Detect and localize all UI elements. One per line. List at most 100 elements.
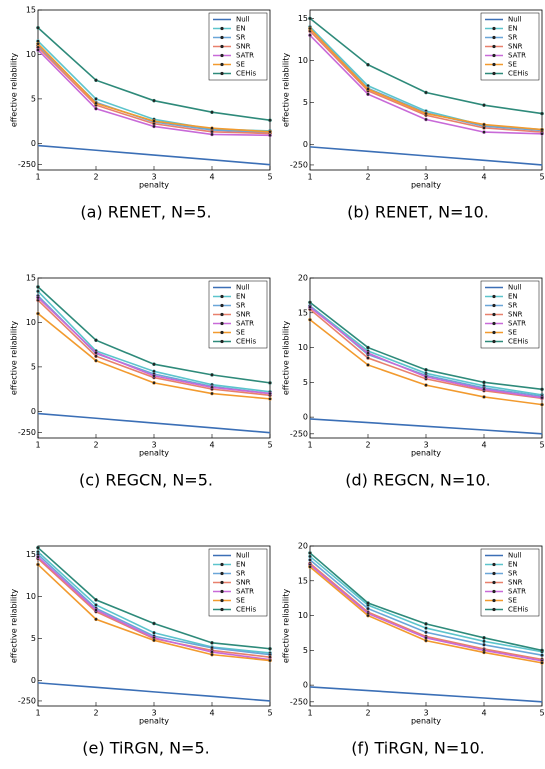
y-tick-label: 20 — [298, 542, 308, 551]
point — [366, 363, 370, 367]
point — [540, 131, 544, 136]
legend-marker — [492, 589, 496, 594]
legend-marker — [220, 598, 224, 603]
point — [424, 638, 428, 643]
legend-label: Null — [236, 16, 250, 24]
legend-marker — [220, 44, 224, 49]
x-tick-label: 4 — [209, 709, 214, 718]
legend-label: SE — [508, 329, 517, 337]
point — [308, 305, 312, 310]
y-tick-label: 10 — [26, 592, 36, 601]
x-tick-label: 5 — [267, 173, 272, 182]
legend-label: EN — [508, 25, 518, 33]
legend-label: SATR — [508, 320, 526, 328]
y-tick-label: 15 — [26, 274, 36, 283]
legend-marker — [492, 571, 496, 576]
x-axis-label: penalty — [411, 181, 441, 190]
x-tick-label: 4 — [209, 173, 214, 182]
point — [36, 48, 40, 52]
y-tick-label: -250 — [290, 160, 308, 169]
point — [424, 117, 428, 122]
x-tick-label: 1 — [307, 441, 312, 450]
point — [308, 565, 312, 569]
legend-marker — [220, 339, 224, 344]
y-tick-label: 15 — [26, 550, 36, 559]
legend-label: SNR — [508, 579, 523, 587]
point — [366, 613, 370, 618]
point — [424, 383, 428, 387]
point — [424, 622, 428, 626]
point — [540, 653, 544, 658]
legend-marker — [220, 62, 224, 67]
legend-label: CEHis — [508, 70, 529, 78]
point — [540, 395, 544, 400]
x-tick-label: 4 — [481, 709, 486, 718]
legend-label: SE — [236, 329, 245, 337]
legend-label: SR — [508, 570, 517, 578]
point — [94, 78, 98, 83]
y-tick-label: 5 — [31, 362, 36, 371]
point — [482, 639, 486, 644]
point — [36, 295, 40, 300]
legend-label: SATR — [236, 320, 254, 328]
x-tick-label: 2 — [93, 173, 98, 182]
chart-panel: -250 0 5 10 15 1 2 3 4 5 penalty effective reliabil… — [10, 6, 273, 222]
point — [268, 133, 272, 138]
point — [482, 126, 486, 130]
legend-marker — [492, 562, 496, 567]
x-axis-label: penalty — [139, 181, 169, 190]
point — [268, 397, 272, 401]
legend-marker — [220, 312, 224, 317]
legend-marker — [492, 580, 496, 585]
caption: (a) RENET, N=5. — [80, 203, 211, 222]
y-axis-label: effective reliability — [282, 53, 291, 128]
x-tick-label: 3 — [423, 709, 428, 718]
legend-marker — [220, 71, 224, 76]
point — [482, 380, 486, 385]
y-tick-label: 10 — [26, 50, 36, 59]
legend-marker — [492, 330, 496, 335]
series-line — [309, 418, 543, 435]
point — [210, 640, 214, 645]
point — [210, 132, 214, 137]
point — [94, 350, 98, 355]
y-axis-label: effective reliability — [10, 589, 19, 664]
legend-marker — [492, 294, 496, 299]
point — [424, 374, 428, 379]
x-tick-label: 5 — [539, 441, 544, 450]
series-line — [309, 146, 543, 166]
x-tick-label: 3 — [423, 441, 428, 450]
legend-label: Null — [236, 552, 250, 560]
legend-label: Null — [508, 284, 522, 292]
point — [482, 395, 486, 399]
point — [308, 554, 312, 559]
x-tick-label: 1 — [307, 709, 312, 718]
legend-label: EN — [236, 293, 246, 301]
point — [268, 646, 272, 651]
point — [308, 16, 312, 21]
legend-marker — [220, 26, 224, 31]
point — [540, 387, 544, 392]
point — [366, 601, 370, 605]
legend-marker — [220, 294, 224, 299]
y-tick-label: 5 — [303, 378, 308, 387]
x-axis-label: penalty — [139, 717, 169, 726]
legend-label: SR — [236, 302, 245, 310]
legend-label: SE — [508, 597, 517, 605]
point — [210, 652, 214, 657]
legend-marker — [220, 580, 224, 585]
point — [36, 41, 40, 46]
point — [268, 129, 272, 134]
legend-marker — [492, 53, 496, 58]
point — [308, 300, 312, 305]
y-tick-label: 10 — [298, 56, 308, 65]
legend-label: CEHis — [508, 338, 529, 346]
x-tick-label: 3 — [151, 173, 156, 182]
point — [366, 62, 370, 67]
point — [94, 617, 98, 622]
point — [36, 311, 40, 316]
point — [424, 630, 428, 635]
